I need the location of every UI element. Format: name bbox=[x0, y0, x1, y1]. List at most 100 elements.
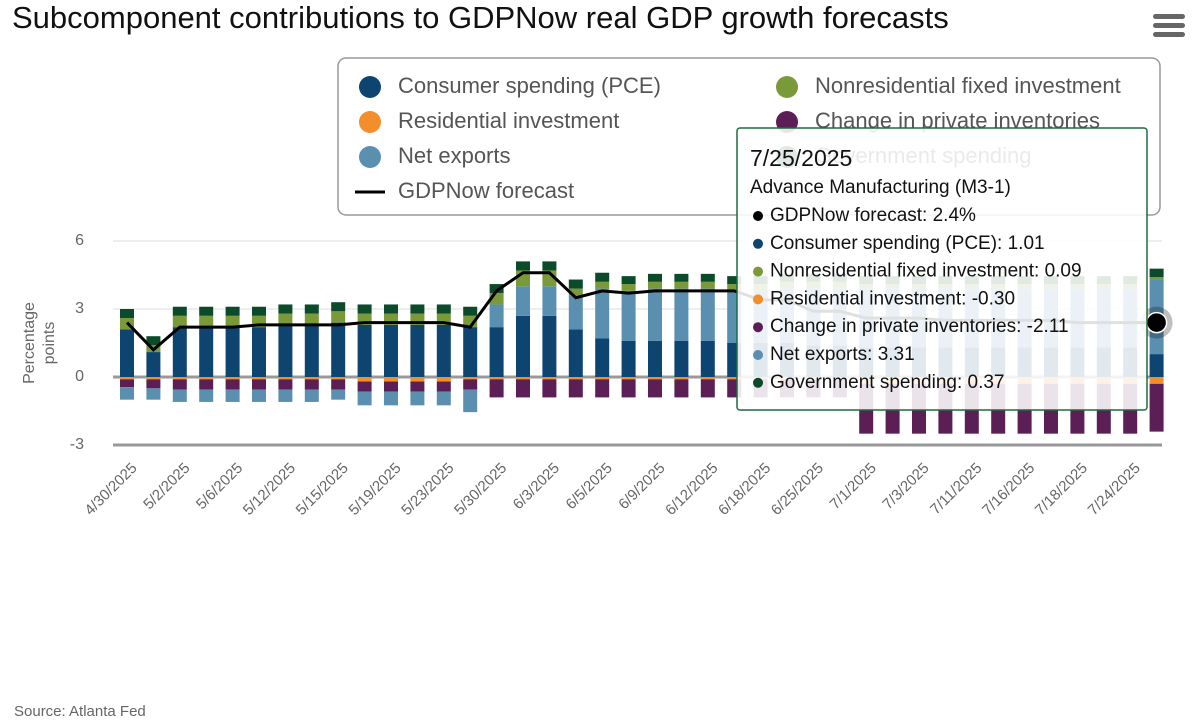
bar-segment bbox=[436, 381, 451, 392]
menu-button[interactable] bbox=[1153, 14, 1185, 37]
bar-segment bbox=[278, 304, 293, 314]
bar-segment bbox=[621, 276, 636, 285]
bar-segment bbox=[595, 288, 610, 339]
x-tick-label: 7/11/2025 bbox=[927, 460, 985, 518]
tooltip-box bbox=[736, 127, 1148, 411]
bar-segment bbox=[700, 379, 715, 398]
x-tick-label: 5/6/2025 bbox=[193, 460, 246, 513]
legend-label: Nonresidential fixed investment bbox=[815, 73, 1121, 98]
bar-segment bbox=[225, 327, 240, 377]
y-tick-label: -3 bbox=[70, 436, 84, 453]
bar-segment bbox=[674, 377, 689, 380]
bar-segment bbox=[436, 304, 451, 314]
tooltip-date: 7/25/2025 bbox=[750, 145, 852, 171]
bar-segment bbox=[1149, 377, 1164, 384]
tooltip-subtitle: Advance Manufacturing (M3-1) bbox=[750, 177, 1011, 198]
x-tick-label: 6/9/2025 bbox=[615, 460, 668, 513]
bar-segment bbox=[304, 379, 319, 390]
bar-segment bbox=[410, 391, 425, 406]
bar-segment bbox=[516, 379, 530, 398]
tooltip-item: Net exports: 3.31 bbox=[770, 344, 915, 365]
bar-segment bbox=[304, 304, 319, 314]
bar-segment bbox=[595, 379, 610, 398]
tooltip-item: Residential investment: -0.30 bbox=[770, 288, 1015, 309]
bar-segment bbox=[621, 379, 636, 398]
bar-segment bbox=[516, 377, 530, 380]
x-tick-label: 7/18/2025 bbox=[1032, 460, 1091, 519]
bar-segment bbox=[595, 281, 610, 289]
tooltip-dot bbox=[753, 350, 763, 360]
bar-segment bbox=[120, 309, 134, 319]
bar-segment bbox=[489, 379, 504, 398]
bar-segment bbox=[674, 340, 689, 377]
tooltip-item: Nonresidential fixed investment: 0.09 bbox=[770, 261, 1082, 282]
x-tick-label: 7/16/2025 bbox=[979, 460, 1038, 519]
x-tick-label: 6/12/2025 bbox=[662, 460, 721, 519]
x-tick-label: 4/30/2025 bbox=[81, 460, 140, 519]
bar-segment bbox=[436, 313, 451, 325]
bar-segment bbox=[463, 379, 478, 390]
bar-segment bbox=[542, 315, 557, 377]
bar-segment bbox=[436, 377, 451, 382]
x-tick-label: 6/18/2025 bbox=[715, 460, 774, 519]
x-tick-label: 5/30/2025 bbox=[451, 460, 510, 519]
bar-segment bbox=[489, 377, 504, 380]
bar-segment bbox=[595, 377, 610, 380]
bar-segment bbox=[252, 379, 266, 390]
bar-segment bbox=[542, 377, 557, 380]
bar-segment bbox=[304, 389, 319, 402]
y-tick-label: 6 bbox=[75, 232, 84, 249]
chart-title: Subcomponent contributions to GDPNow rea… bbox=[12, 0, 949, 35]
bar-segment bbox=[384, 377, 398, 382]
x-tick-label: 5/19/2025 bbox=[345, 460, 404, 519]
bar-segment bbox=[304, 377, 319, 380]
bar-segment bbox=[172, 306, 187, 316]
bar-segment bbox=[225, 389, 240, 402]
bar-segment bbox=[252, 389, 266, 402]
legend-symbol bbox=[359, 111, 381, 133]
bar-segment bbox=[357, 381, 372, 392]
x-tick-label: 5/12/2025 bbox=[240, 460, 299, 519]
bar-segment bbox=[674, 288, 689, 341]
tooltip-dot bbox=[753, 377, 763, 388]
bar-segment bbox=[410, 304, 425, 314]
bar-segment bbox=[621, 377, 636, 380]
bar-segment bbox=[199, 327, 214, 377]
bar-segment bbox=[384, 381, 398, 392]
bar-segment bbox=[278, 377, 293, 380]
legend-label: Net exports bbox=[398, 143, 511, 168]
bar-segment bbox=[568, 329, 583, 377]
tooltip-dot bbox=[753, 266, 763, 277]
bar-segment bbox=[700, 281, 715, 289]
bar-segment bbox=[727, 284, 742, 291]
bar-segment bbox=[410, 313, 425, 325]
bar-segment bbox=[384, 304, 398, 314]
x-tick-label: 6/5/2025 bbox=[563, 460, 616, 513]
legend-symbol bbox=[359, 146, 381, 168]
bar-segment bbox=[700, 288, 715, 341]
x-tick-label: 5/15/2025 bbox=[293, 460, 352, 519]
tooltip-item: Change in private inventories: -2.11 bbox=[770, 316, 1069, 337]
bar-segment bbox=[648, 377, 662, 380]
bar-segment bbox=[278, 379, 293, 390]
bar-segment bbox=[568, 379, 583, 398]
y-axis-label: Percentage points bbox=[21, 302, 58, 384]
tooltip-dot bbox=[753, 322, 763, 333]
source: Source: Atlanta Fed bbox=[14, 703, 146, 719]
legend-label: Residential investment bbox=[398, 108, 619, 133]
bar-segment bbox=[331, 302, 346, 312]
bar-segment bbox=[489, 293, 504, 305]
bar-segment bbox=[199, 315, 214, 328]
bar-segment bbox=[278, 313, 293, 325]
bar-segment bbox=[199, 379, 214, 390]
bar-segment bbox=[542, 261, 557, 271]
bar-segment bbox=[674, 273, 689, 282]
bar-segment bbox=[146, 388, 161, 400]
bar-segment bbox=[357, 377, 372, 382]
bar-segment bbox=[252, 377, 266, 380]
tooltip: 7/25/2025 Advance Manufacturing (M3-1) GDP… bbox=[736, 127, 1148, 411]
bar-segment bbox=[463, 315, 478, 328]
bar-segment bbox=[568, 288, 583, 296]
bar-segment bbox=[621, 284, 636, 291]
